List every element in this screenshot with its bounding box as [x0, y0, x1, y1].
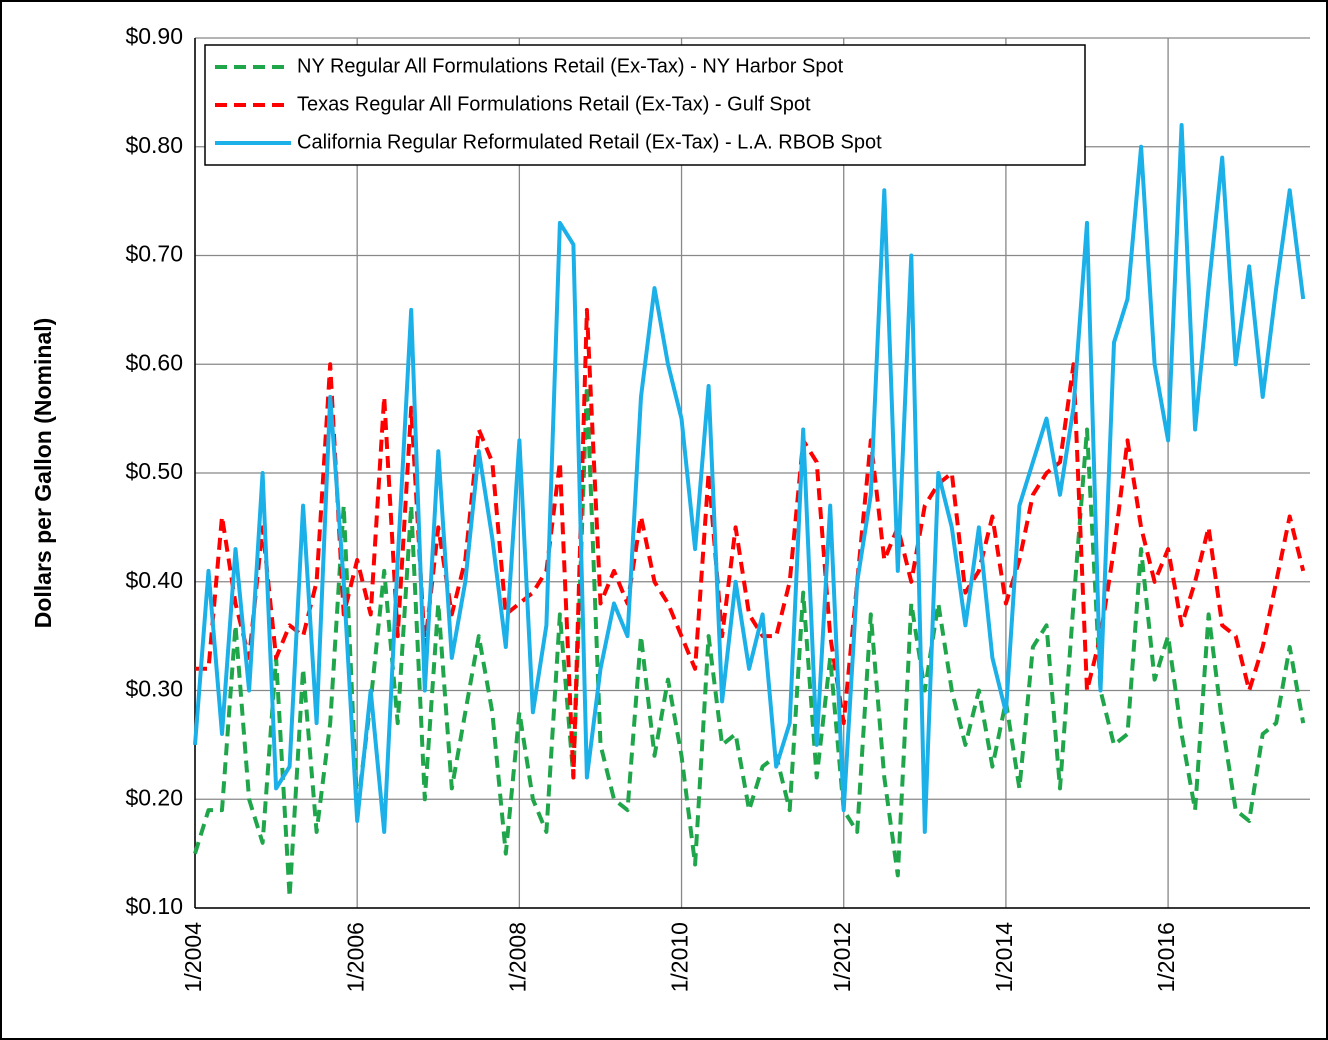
y-tick-label: $0.10 [125, 893, 183, 919]
y-tick-label: $0.20 [125, 784, 183, 810]
x-tick-label: 1/2016 [1153, 922, 1179, 992]
series-line [195, 307, 1306, 780]
legend-label: California Regular Reformulated Retail (… [297, 131, 882, 153]
x-tick-label: 1/2010 [667, 922, 693, 992]
series-line [193, 384, 1306, 900]
y-tick-label: $0.30 [125, 676, 183, 702]
legend-box [204, 44, 1086, 166]
y-tick-label: $0.60 [125, 349, 183, 375]
y-tick-label: $0.40 [125, 567, 183, 593]
legend-label: Texas Regular All Formulations Retail (E… [297, 93, 811, 115]
x-tick-label: 1/2014 [991, 922, 1017, 993]
y-tick-label: $0.50 [125, 458, 183, 484]
x-tick-label: 1/2006 [342, 922, 368, 992]
x-tick-label: 1/2012 [829, 922, 855, 992]
legend-label: NY Regular All Formulations Retail (Ex-T… [297, 55, 844, 77]
y-axis-label: Dollars per Gallon (Nominal) [30, 318, 56, 629]
series-line [193, 123, 1306, 834]
y-tick-label: $0.80 [125, 132, 183, 158]
y-tick-label: $0.90 [125, 23, 183, 49]
x-tick-label: 1/2008 [504, 922, 530, 992]
y-tick-label: $0.70 [125, 241, 183, 267]
x-tick-label: 1/2004 [180, 922, 206, 993]
